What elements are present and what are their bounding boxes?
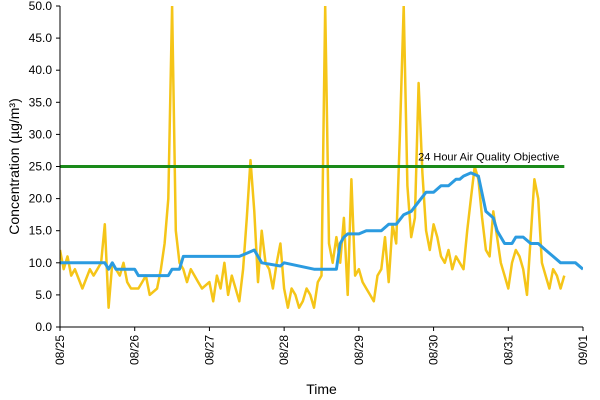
x-tick-label: 08/25 [53,335,67,365]
x-tick-label: 08/31 [501,335,515,365]
y-tick-label: 15.0 [29,224,53,238]
x-ticks: 08/25 08/26 08/27 08/28 08/29 08/30 08/31 09/01 [53,327,590,365]
series-layer [60,6,583,309]
x-tick-label: 08/27 [202,335,216,365]
x-axis-title: Time [306,381,337,397]
series-line-hourly [60,6,566,309]
x-tick-label: 09/01 [576,335,590,365]
y-axis-title: Concentration (µg/m³) [6,98,22,234]
y-tick-label: 0.0 [35,320,52,334]
y-tick-label: 45.0 [29,31,53,45]
x-tick-label: 08/28 [277,335,291,365]
y-tick-label: 35.0 [29,95,53,109]
x-tick-label: 08/29 [352,335,366,365]
y-ticks: 0.0 5.0 10.0 15.0 20.0 25.0 30.0 35.0 40.0 45.0 50… [29,0,60,334]
y-tick-label: 25.0 [29,160,53,174]
series-line-rolling [60,171,583,278]
objective-label: 24 Hour Air Quality Objective [418,152,559,164]
y-tick-label: 5.0 [35,288,52,302]
x-tick-label: 08/30 [427,335,441,365]
x-tick-label: 08/26 [128,335,142,365]
y-tick-label: 40.0 [29,63,53,77]
y-tick-label: 20.0 [29,192,53,206]
y-tick-label: 10.0 [29,256,53,270]
y-tick-label: 50.0 [29,0,53,13]
y-tick-label: 30.0 [29,127,53,141]
